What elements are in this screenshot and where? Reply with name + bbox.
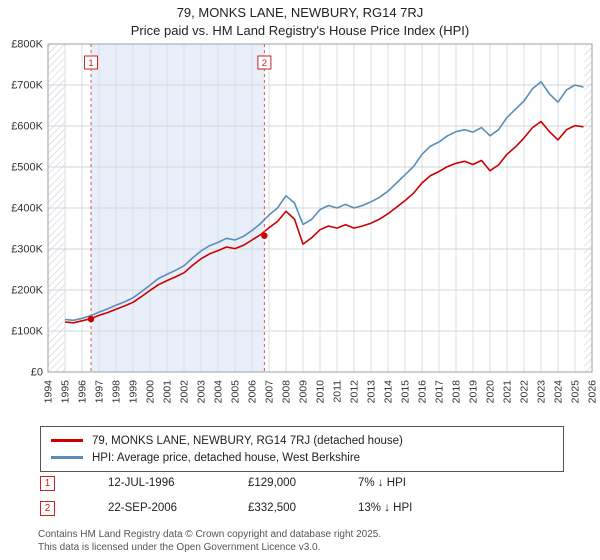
y-tick-label: £500K bbox=[11, 162, 43, 174]
x-tick-label: 2003 bbox=[196, 380, 208, 404]
transaction-date: 12-JUL-1996 bbox=[108, 477, 175, 489]
y-tick-label: £0 bbox=[31, 367, 43, 379]
legend-item-property: 79, MONKS LANE, NEWBURY, RG14 7RJ (detac… bbox=[51, 432, 553, 449]
sale-number-box bbox=[257, 55, 272, 70]
y-tick-label: £100K bbox=[11, 326, 43, 338]
x-tick-label: 2009 bbox=[298, 380, 310, 404]
x-tick-label: 2024 bbox=[553, 380, 565, 404]
transaction-hpi-delta: 7% ↓ HPI bbox=[358, 477, 406, 489]
page-subtitle: Price paid vs. HM Land Registry's House … bbox=[130, 23, 470, 38]
x-tick-label: 2001 bbox=[162, 380, 174, 404]
x-tick-label: 2015 bbox=[400, 380, 412, 404]
sale-number-label: 1 bbox=[88, 58, 93, 69]
footer-line-2: This data is licensed under the Open Gov… bbox=[38, 542, 321, 553]
y-tick-label: £300K bbox=[11, 244, 43, 256]
hpi-line-swatch bbox=[51, 456, 83, 459]
x-tick-label: 2004 bbox=[213, 380, 225, 404]
x-tick-label: 2013 bbox=[366, 380, 378, 404]
sale-point bbox=[87, 315, 95, 323]
legend-label-hpi: HPI: Average price, detached house, West… bbox=[92, 451, 361, 464]
y-tick-label: £800K bbox=[11, 39, 43, 51]
property-line-swatch bbox=[51, 439, 83, 442]
x-tick-label: 1997 bbox=[94, 380, 106, 404]
x-tick-label: 1994 bbox=[43, 380, 55, 404]
price-line bbox=[64, 120, 584, 324]
x-tick-label: 1996 bbox=[77, 380, 89, 404]
x-tick-label: 2022 bbox=[519, 380, 531, 404]
price-history-chart: £0 £100K £200K £300K £400K £500K £600K £700K £80… bbox=[11, 39, 599, 404]
license-footer: Contains HM Land Registry data © Crown c… bbox=[38, 528, 381, 554]
y-tick-label: £400K bbox=[11, 203, 43, 215]
x-tick-label: 2006 bbox=[247, 380, 259, 404]
x-tick-label: 2019 bbox=[468, 380, 480, 404]
legend-label-property: 79, MONKS LANE, NEWBURY, RG14 7RJ (detac… bbox=[92, 434, 403, 447]
legend-item-hpi: HPI: Average price, detached house, West… bbox=[51, 449, 553, 466]
x-tick-label: 2002 bbox=[179, 380, 191, 404]
x-tick-label: 1998 bbox=[111, 380, 123, 404]
y-tick-label: £600K bbox=[11, 121, 43, 133]
x-tick-label: 2008 bbox=[281, 380, 293, 404]
transaction-price: £129,000 bbox=[248, 477, 296, 489]
sale-number-label: 2 bbox=[262, 58, 267, 69]
x-tick-label: 2016 bbox=[417, 380, 429, 404]
x-tick-label: 2017 bbox=[434, 380, 446, 404]
x-tick-label: 2012 bbox=[349, 380, 361, 404]
x-tick-label: 2025 bbox=[570, 380, 582, 404]
x-tick-label: 2005 bbox=[230, 380, 242, 404]
x-tick-label: 2007 bbox=[264, 380, 276, 404]
y-tick-label: £700K bbox=[11, 80, 43, 92]
transaction-row: 2 22-SEP-2006 £332,500 13% ↓ HPI bbox=[40, 501, 580, 518]
x-tick-label: 2010 bbox=[315, 380, 327, 404]
x-tick-label: 2021 bbox=[502, 380, 514, 404]
sale-number-box bbox=[84, 55, 98, 70]
transaction-number-badge: 1 bbox=[40, 476, 55, 491]
x-tick-label: 2018 bbox=[451, 380, 463, 404]
x-tick-label: 1999 bbox=[128, 380, 140, 404]
x-tick-label: 2020 bbox=[485, 380, 497, 404]
page-title: 79, MONKS LANE, NEWBURY, RG14 7RJ bbox=[176, 5, 424, 20]
x-tick-label: 2014 bbox=[383, 380, 395, 404]
x-tick-label: 2023 bbox=[536, 380, 548, 404]
x-tick-label: 2026 bbox=[587, 380, 599, 404]
footer-line-1: Contains HM Land Registry data © Crown c… bbox=[38, 529, 382, 540]
legend: 79, MONKS LANE, NEWBURY, RG14 7RJ (detac… bbox=[40, 426, 564, 472]
transaction-row: 1 12-JUL-1996 £129,000 7% ↓ HPI bbox=[40, 476, 580, 493]
transaction-number-badge: 2 bbox=[40, 501, 55, 516]
x-tick-label: 1995 bbox=[60, 380, 72, 404]
sale-point bbox=[261, 232, 268, 239]
transaction-price: £332,500 bbox=[248, 502, 296, 514]
x-tick-label: 2011 bbox=[332, 380, 344, 403]
transaction-date: 22-SEP-2006 bbox=[108, 502, 178, 514]
y-tick-label: £200K bbox=[11, 285, 43, 297]
x-tick-label: 2000 bbox=[145, 380, 157, 404]
transaction-hpi-delta: 13% ↓ HPI bbox=[358, 502, 413, 514]
hpi-line bbox=[64, 80, 584, 322]
